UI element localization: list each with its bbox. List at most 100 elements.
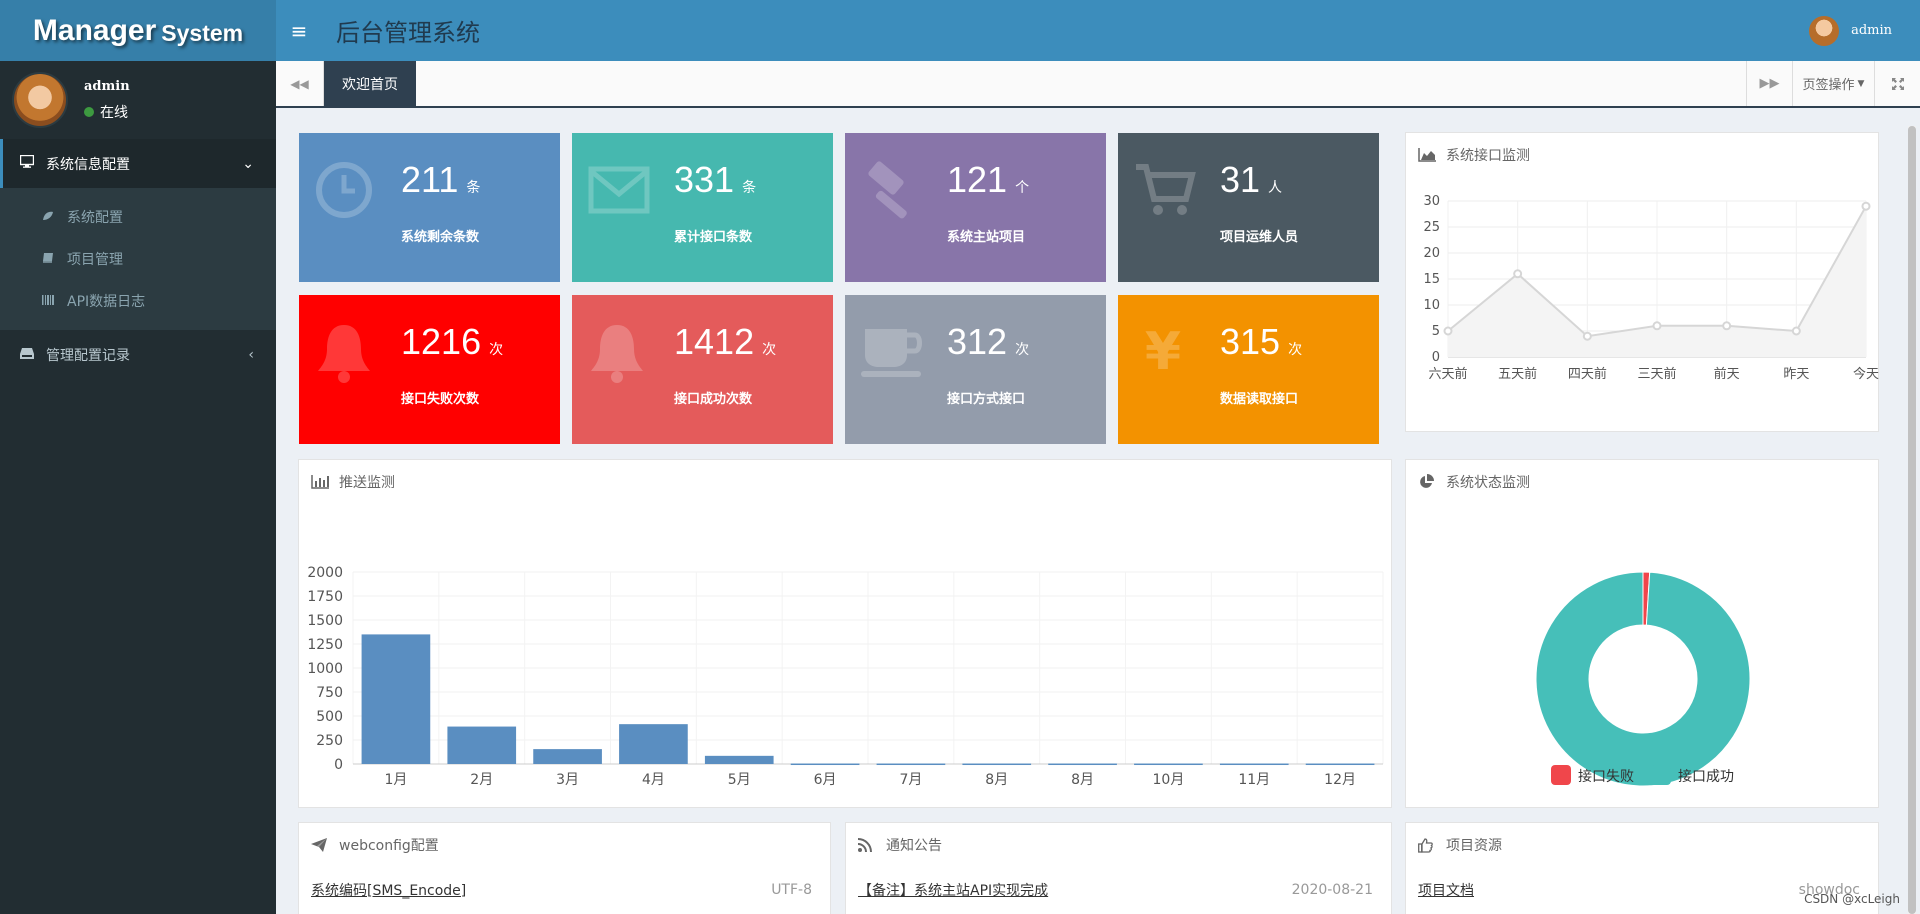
panel-resources: 项目资源 项目文档 showdoc (1405, 822, 1879, 914)
chevron-left-icon: ‹ (248, 346, 254, 363)
yen-icon: ¥ (1144, 322, 1182, 382)
stat-tile-staff[interactable]: 31 人 项目运维人员 (1118, 133, 1379, 282)
menu-admin-records[interactable]: 管理配置记录 ‹ (0, 330, 276, 379)
submenu-system-info: 系统配置 项目管理 API数据日志 (0, 188, 276, 330)
panel-notice: 通知公告 【备注】系统主站API实现完成 2020-08-21 (845, 822, 1392, 914)
list-item: 系统编码[SMS_Encode] UTF-8 (299, 875, 830, 905)
sidebar: admin 在线 系统信息配置 ⌄ 系统配置 项目管理 (0, 61, 276, 914)
stat-value: 315 (1220, 321, 1281, 362)
x-tick-label: 11月 (1238, 772, 1270, 788)
bell-icon (588, 323, 646, 383)
list-item-link[interactable]: 【备注】系统主站API实现完成 (858, 883, 1049, 899)
panel-header: webconfig配置 (299, 823, 830, 867)
y-tick-label: 2000 (307, 565, 343, 581)
user-avatar (1809, 15, 1840, 46)
panel-status-monitor: 系统状态监测 接口失败 接口成功 (1405, 459, 1879, 808)
stat-tile-api-failed[interactable]: 1216 次 接口失败次数 (299, 295, 560, 444)
y-tick-label: 1750 (307, 589, 343, 605)
list-item-link[interactable]: 系统编码[SMS_Encode] (311, 883, 467, 899)
panel-header: 推送监测 (299, 460, 1391, 504)
paper-plane-icon (311, 838, 331, 852)
menu-system-info-label: 系统信息配置 (46, 156, 130, 173)
list-item-meta: showdoc (1798, 882, 1860, 898)
bar (361, 634, 431, 764)
top-navbar: ≡ 后台管理系统 admin (276, 0, 1920, 61)
tab-scroll-right-icon[interactable]: ▶▶ (1746, 61, 1792, 106)
brand-logo[interactable]: Manager System (0, 0, 276, 61)
leaf-icon (42, 211, 56, 224)
page-scrollbar[interactable] (1908, 126, 1916, 914)
x-tick-label: 5月 (728, 772, 751, 788)
x-tick-label: 三天前 (1637, 366, 1676, 382)
menu-item-project-manage[interactable]: 项目管理 (0, 238, 276, 280)
panel-api-monitor: 系统接口监测 0 5 10 15 20 25 30 六天前 五天前 四天前 三天前 前天 昨天 今天 (1405, 132, 1879, 432)
stat-label: 数据读取接口 (1220, 392, 1299, 407)
cart-icon (1134, 161, 1196, 219)
online-status: 在线 (84, 102, 130, 122)
legend-label: 接口失败 (1578, 768, 1634, 785)
fullscreen-icon[interactable] (1874, 61, 1920, 106)
stat-unit: 次 (489, 341, 504, 357)
app-title: 后台管理系统 (336, 19, 480, 47)
y-tick-label: 750 (316, 685, 343, 701)
y-tick-label: 0 (334, 757, 343, 773)
list-item: 【备注】系统主站API实现完成 2020-08-21 (846, 875, 1391, 905)
bar (704, 755, 774, 764)
donut-chart: 接口失败 接口成功 (1535, 571, 1751, 787)
stat-value: 31 (1220, 159, 1261, 200)
menu-system-info[interactable]: 系统信息配置 ⌄ (0, 139, 276, 188)
stat-label: 系统主站项目 (947, 230, 1026, 245)
panel-title: 系统状态监测 (1446, 475, 1530, 491)
gavel-icon (861, 161, 919, 219)
panel-title: 项目资源 (1446, 838, 1502, 854)
stat-tile-projects[interactable]: 121 个 系统主站项目 (845, 133, 1106, 282)
barcode-icon (42, 294, 56, 308)
page-scrollbar-thumb[interactable] (1908, 126, 1916, 914)
stat-tile-remaining[interactable]: 211 条 系统剩余条数 (299, 133, 560, 282)
menu-toggle-icon[interactable]: ≡ (290, 18, 308, 43)
stat-tile-total-api[interactable]: 331 条 累计接口条数 (572, 133, 833, 282)
user-panel: admin 在线 (0, 61, 276, 139)
menu-item-api-log[interactable]: API数据日志 (0, 280, 276, 322)
user-menu[interactable]: admin (1809, 15, 1920, 46)
stat-label: 接口方式接口 (947, 392, 1026, 407)
legend-label: 接口成功 (1678, 768, 1734, 785)
bar (790, 763, 860, 766)
y-tick-label: 0 (1432, 350, 1440, 365)
panel-title: 通知公告 (886, 838, 942, 854)
data-point (1861, 201, 1871, 211)
stat-value: 211 (401, 159, 459, 200)
sidebar-avatar (12, 72, 68, 128)
panel-push-monitor: 推送监测 0 250 500 750 1000 1250 1500 1750 2000 1月 2月 3… (298, 459, 1392, 808)
list-item-link[interactable]: 项目文档 (1418, 883, 1474, 899)
y-tick-label: 20 (1423, 246, 1440, 261)
online-status-label: 在线 (100, 104, 128, 121)
stat-unit: 个 (1015, 179, 1030, 195)
stat-tile-api-method[interactable]: 312 次 接口方式接口 (845, 295, 1106, 444)
desktop-icon (19, 154, 40, 172)
stat-tile-api-success[interactable]: 1412 次 接口成功次数 (572, 295, 833, 444)
panel-header: 系统接口监测 (1406, 133, 1878, 177)
pie-chart-icon (1418, 474, 1438, 490)
clock-icon (315, 161, 373, 219)
menu-item-system-config[interactable]: 系统配置 (0, 196, 276, 238)
tab-scroll-left-icon[interactable]: ◀◀ (276, 61, 324, 106)
book-icon (42, 252, 56, 266)
stat-value: 331 (674, 159, 735, 200)
stat-tile-data-read[interactable]: ¥ 315 次 数据读取接口 (1118, 295, 1379, 444)
thumbs-up-icon (1418, 837, 1438, 853)
legend-swatch (1651, 765, 1671, 785)
x-tick-label: 3月 (556, 772, 579, 788)
menu-item-label: 项目管理 (67, 252, 123, 268)
y-tick-label: 5 (1432, 324, 1440, 339)
stat-unit: 人 (1268, 179, 1283, 195)
watermark: CSDN @xcLeigh (1804, 892, 1900, 906)
tab-home[interactable]: 欢迎首页 (324, 61, 416, 106)
bar-chart-icon (311, 475, 331, 489)
stat-unit: 次 (1015, 341, 1030, 357)
tab-operations-dropdown[interactable]: 页签操作 ▼ (1792, 61, 1874, 106)
bar (1134, 763, 1203, 766)
list-item: 项目文档 showdoc (1406, 875, 1878, 905)
x-tick-label: 7月 (899, 772, 922, 788)
menu-item-label: 系统配置 (67, 210, 123, 226)
